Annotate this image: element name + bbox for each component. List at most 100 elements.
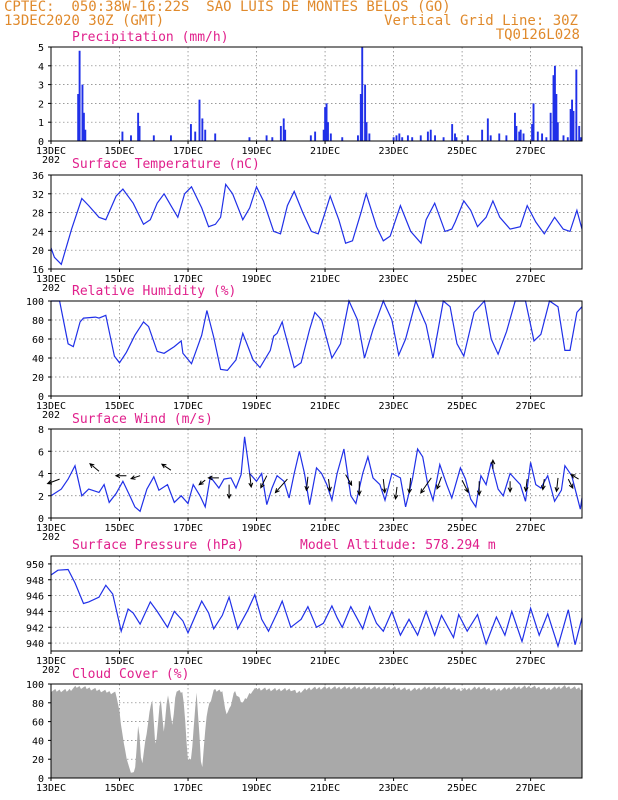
wind-vector-arrow [420, 477, 432, 494]
wind-vector-arrow [567, 478, 574, 490]
precip-bar [498, 133, 501, 141]
precip-bar [248, 137, 251, 141]
precip-bar [556, 122, 559, 141]
precip-bar [451, 124, 454, 141]
x-tick-label: 27DEC [516, 274, 546, 285]
precip-bar [364, 84, 367, 141]
wind-vector-arrow [554, 477, 560, 493]
y-tick-label: 60 [32, 718, 44, 729]
precip-bar [77, 94, 80, 141]
plot-frame [50, 174, 583, 270]
y-tick-label: 100 [26, 297, 44, 308]
precip-bar [515, 125, 518, 141]
x-tick-label: 25DEC [447, 656, 477, 667]
panel-title: Surface Wind (m/s) [72, 412, 213, 427]
precip-bar [429, 129, 432, 141]
y-tick-label: 942 [26, 623, 44, 634]
precip-bar [329, 133, 332, 141]
year-fragment: 202 [42, 410, 60, 421]
y-tick-label: 24 [32, 227, 44, 238]
y-tick-label: 28 [32, 209, 44, 220]
precip-bar [579, 137, 582, 141]
precip-bar [322, 129, 325, 141]
header-date: 13DEC2020 30Z (GMT) [4, 13, 164, 29]
precip-bar [489, 135, 492, 141]
precip-bar [284, 129, 287, 141]
year-fragment: 202 [42, 665, 60, 676]
x-tick-label: 13DEC [36, 656, 66, 667]
panel-title: Relative Humidity (%) [72, 284, 236, 299]
precip-bar [121, 131, 124, 141]
precip-bar [309, 135, 312, 141]
wind-vector-arrow [461, 479, 469, 494]
precip-bar [271, 137, 274, 141]
precip-bar [361, 47, 364, 141]
precip-bar [466, 135, 469, 141]
wind-vector-arrow [89, 463, 100, 472]
precip-bar [395, 135, 398, 141]
precip-bar [78, 50, 81, 142]
wind-panel: 0 2 4 6 8 13DEC 15DEC 17DEC 19DEC 21DEC 23DEC 25DEC… [36, 412, 583, 543]
x-tick-label: 23DEC [379, 146, 409, 157]
precip-bar [82, 112, 85, 141]
precip-bar [401, 137, 404, 141]
wind-vector-arrow [381, 479, 387, 494]
precip-bar [130, 135, 132, 141]
y-tick-label: 946 [26, 592, 44, 603]
x-tick-label: 19DEC [241, 401, 271, 412]
y-tick-label: 940 [26, 639, 44, 650]
wind-vector-arrow [114, 473, 127, 479]
precip-bar [434, 135, 436, 141]
cloud-panel: 0 20 40 60 80 100 13DEC 15DEC 17DEC 19DEC 21DEC 23D… [26, 667, 583, 794]
wind-vector-arrow [570, 474, 579, 480]
x-tick-label: 13DEC [36, 401, 66, 412]
y-tick-label: 20 [32, 246, 44, 257]
x-tick-label: 19DEC [241, 274, 271, 285]
x-tick-label: 21DEC [310, 274, 340, 285]
pres-series-line [50, 568, 583, 649]
x-tick-label: 21DEC [310, 146, 340, 157]
precip-bar [194, 131, 197, 141]
precip-bar [562, 135, 565, 141]
y-tick-label: 5 [38, 43, 44, 54]
x-tick-label: 27DEC [516, 401, 546, 412]
wind-vector-arrow [160, 463, 172, 471]
y-tick-label: 0 [38, 392, 44, 403]
plot-frame [50, 555, 583, 652]
precip-bar [201, 118, 204, 141]
x-tick-label: 25DEC [447, 783, 477, 794]
y-tick-label: 40 [32, 736, 44, 747]
x-tick-label: 19DEC [241, 656, 271, 667]
header-grid-line: Vertical Grid Line: 30Z [384, 13, 578, 29]
x-tick-label: 23DEC [379, 274, 409, 285]
x-tick-label: 19DEC [241, 783, 271, 794]
y-tick-label: 4 [38, 62, 44, 73]
precip-bar [486, 118, 489, 141]
precip-bar [406, 135, 409, 141]
precip-bar [536, 131, 539, 141]
y-tick-label: 32 [32, 190, 44, 201]
wind-vector-arrow [476, 481, 482, 496]
x-tick-label: 25DEC [447, 146, 477, 157]
precip-bar [571, 99, 574, 141]
precip-bar [481, 129, 484, 141]
wind-vector-arrow [541, 479, 546, 491]
x-tick-label: 23DEC [379, 783, 409, 794]
wind-vector-arrow [198, 479, 206, 486]
x-tick-label: 21DEC [310, 783, 340, 794]
precip-bar [189, 124, 192, 141]
y-tick-label: 80 [32, 699, 44, 710]
precip-bar [569, 109, 572, 141]
x-tick-label: 25DEC [447, 401, 477, 412]
y-tick-label: 2 [38, 99, 44, 110]
precip-bar [519, 129, 522, 141]
y-tick-label: 944 [26, 607, 44, 618]
precip-bar [555, 94, 558, 141]
wind-vector-arrow [274, 478, 288, 494]
precip-bar [572, 110, 575, 141]
header-location: CPTEC: 050:38W-16:22S SAO LUIS DE MONTES… [4, 0, 451, 15]
precip-bar [137, 112, 140, 141]
plot-frame [50, 300, 583, 397]
precip-bar [454, 133, 456, 141]
